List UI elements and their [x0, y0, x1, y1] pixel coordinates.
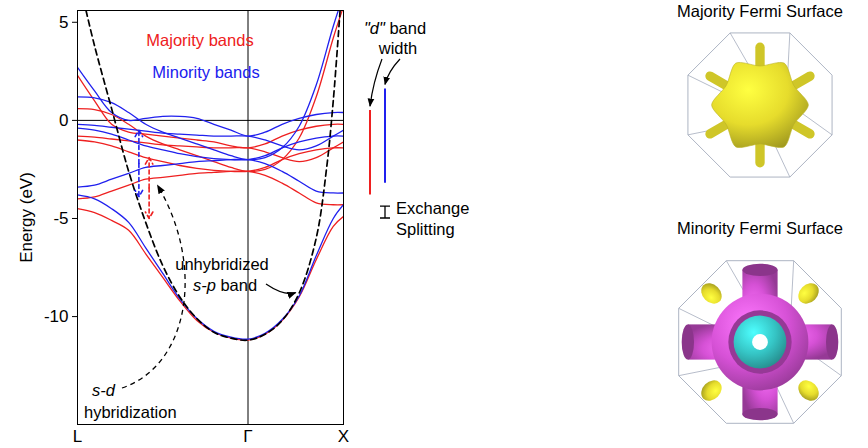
- svg-text:Energy (eV): Energy (eV): [17, 172, 36, 263]
- svg-text:"d" band: "d" band: [364, 19, 426, 37]
- svg-text:0: 0: [59, 111, 68, 130]
- svg-text:s-d: s-d: [92, 381, 116, 399]
- svg-text:Γ: Γ: [243, 427, 252, 446]
- svg-text:X: X: [338, 427, 349, 446]
- svg-text:5: 5: [59, 13, 68, 32]
- svg-text:unhybridized: unhybridized: [175, 255, 269, 273]
- svg-text:L: L: [73, 427, 82, 446]
- svg-text:Exchange: Exchange: [396, 199, 469, 217]
- svg-text:Splitting: Splitting: [396, 220, 455, 238]
- svg-text:s-p band: s-p band: [193, 276, 257, 294]
- svg-text:-5: -5: [53, 209, 68, 228]
- svg-text:hybridization: hybridization: [84, 403, 177, 421]
- svg-text:Minority Fermi Surface: Minority Fermi Surface: [677, 219, 843, 237]
- svg-text:Majority Fermi Surface: Majority Fermi Surface: [677, 2, 843, 20]
- svg-text:Majority bands: Majority bands: [146, 31, 253, 49]
- svg-text:width: width: [378, 39, 418, 57]
- svg-text:Minority bands: Minority bands: [152, 63, 259, 81]
- svg-text:-10: -10: [44, 307, 69, 326]
